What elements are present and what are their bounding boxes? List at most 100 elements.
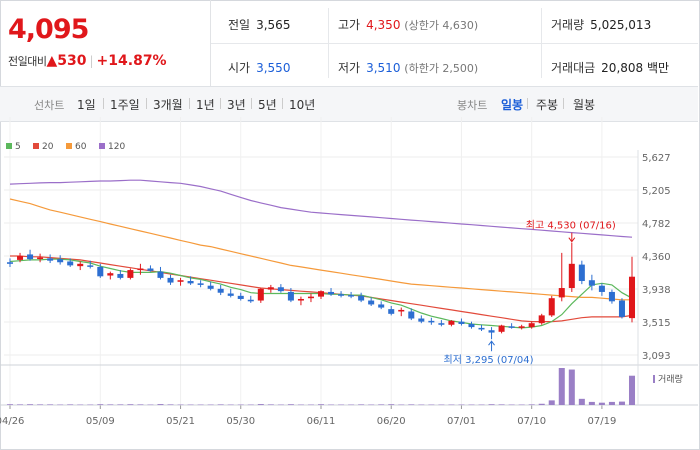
volume-bar — [448, 404, 455, 406]
candle-body — [167, 277, 174, 283]
volume-bar — [17, 404, 24, 405]
volume-bar — [27, 404, 34, 405]
candle-body — [177, 280, 184, 282]
high-annotation: 최고 4,530 (07/16) — [526, 220, 616, 232]
x-tick-label: 07/01 — [447, 416, 476, 427]
volume-bar — [598, 402, 605, 405]
candle-body — [608, 291, 615, 302]
daily-candle-button[interactable]: 일봉 — [501, 98, 524, 112]
candle-body — [388, 309, 395, 314]
chart-toolbar: 선차트 1일 1주일 3개월 1년 3년 5년 10년 봉차트 일봉 주봉 월봉 — [0, 86, 698, 122]
volume-bar — [97, 404, 104, 405]
ma120-line — [9, 179, 633, 238]
volume-bar — [398, 404, 405, 406]
candle-body — [237, 295, 244, 299]
candle-body — [117, 273, 124, 278]
volume-bar — [618, 401, 625, 405]
candle-body — [297, 298, 304, 301]
candle-body — [448, 320, 455, 325]
volume-bar — [277, 404, 284, 406]
volume-bar — [207, 404, 214, 406]
volume-bar — [578, 398, 585, 405]
volume-bar — [528, 404, 535, 405]
volume-bar — [508, 404, 515, 406]
candle-body — [468, 323, 475, 328]
candle-body — [217, 288, 224, 293]
volume-bar — [478, 404, 485, 406]
volume-bar — [328, 404, 335, 406]
candle-body — [197, 283, 204, 285]
candle-body — [488, 330, 495, 333]
volume-bar — [548, 400, 555, 405]
candle-body — [358, 295, 365, 301]
monthly-candle-button[interactable]: 월봉 — [573, 98, 596, 112]
volume-bar — [6, 404, 14, 405]
candle-body — [548, 298, 555, 316]
candle-body — [628, 276, 636, 319]
candle-body — [588, 280, 595, 286]
candle-body — [317, 291, 325, 297]
volume-bar — [157, 404, 164, 405]
candle-body — [137, 268, 144, 271]
period-1w-button[interactable]: 1주일 — [110, 98, 140, 112]
candle-body — [67, 261, 74, 266]
candle-body — [618, 300, 625, 317]
high-arrow-icon — [568, 237, 576, 243]
change-pct: +14.87% — [96, 53, 167, 69]
volume-bar — [307, 404, 314, 406]
volume-bar — [588, 401, 595, 405]
volume-bar — [488, 404, 495, 405]
candle-body — [227, 293, 234, 296]
weekly-candle-button[interactable]: 주봉 — [536, 98, 559, 112]
toolbar-divider — [527, 98, 528, 109]
candle-body — [538, 315, 545, 324]
stat-low: 저가 3,510 (하한가 2,500) — [338, 61, 479, 75]
toolbar-divider — [563, 98, 564, 109]
volume-bar — [568, 369, 575, 405]
volume-bar — [388, 404, 395, 405]
volume-bar — [267, 404, 274, 405]
legend-label: 5 — [15, 142, 21, 152]
period-3y-button[interactable]: 3년 — [227, 98, 246, 112]
candle-body — [6, 262, 14, 264]
volume-bar — [227, 404, 234, 406]
candle-body — [478, 327, 485, 330]
candle-body — [328, 291, 335, 295]
candle-body — [77, 263, 84, 267]
candle-body — [528, 323, 535, 328]
period-5y-button[interactable]: 5년 — [258, 98, 277, 112]
candle-body — [307, 296, 314, 299]
candle-body — [378, 304, 385, 308]
legend-label: 120 — [108, 142, 125, 152]
volume-bar — [237, 404, 244, 406]
period-10y-button[interactable]: 10년 — [289, 98, 316, 112]
candle-body — [157, 271, 164, 278]
volume-bar — [538, 403, 545, 405]
legend-label: 60 — [75, 142, 87, 152]
volume-legend-swatch — [653, 375, 655, 383]
stat-prev-close: 전일 3,565 — [228, 18, 291, 32]
candle-body — [47, 258, 54, 261]
period-3m-button[interactable]: 3개월 — [153, 98, 183, 112]
volume-bar — [628, 375, 636, 405]
candle-body — [498, 325, 505, 332]
volume-bar — [257, 404, 264, 405]
candle-body — [257, 288, 264, 301]
candle-body — [348, 295, 355, 297]
price-summary: 4,095 전일대비▲530 | +14.87% — [0, 0, 211, 86]
stat-open: 시가 3,550 — [228, 61, 291, 75]
volume-bar — [287, 404, 294, 405]
legend-swatch — [66, 143, 72, 149]
y-tick-label: 5,627 — [642, 153, 671, 164]
toolbar-divider — [251, 98, 252, 109]
volume-bar — [47, 404, 54, 405]
candle-body — [37, 257, 44, 260]
candle-body — [458, 321, 465, 324]
volume-bar — [498, 404, 505, 405]
candle-chart-label: 봉차트 — [457, 99, 488, 112]
period-1y-button[interactable]: 1년 — [196, 98, 215, 112]
candle-body — [438, 323, 445, 325]
x-tick-label: 05/09 — [86, 416, 115, 427]
volume-bar — [518, 404, 525, 406]
period-1d-button[interactable]: 1일 — [77, 98, 96, 112]
